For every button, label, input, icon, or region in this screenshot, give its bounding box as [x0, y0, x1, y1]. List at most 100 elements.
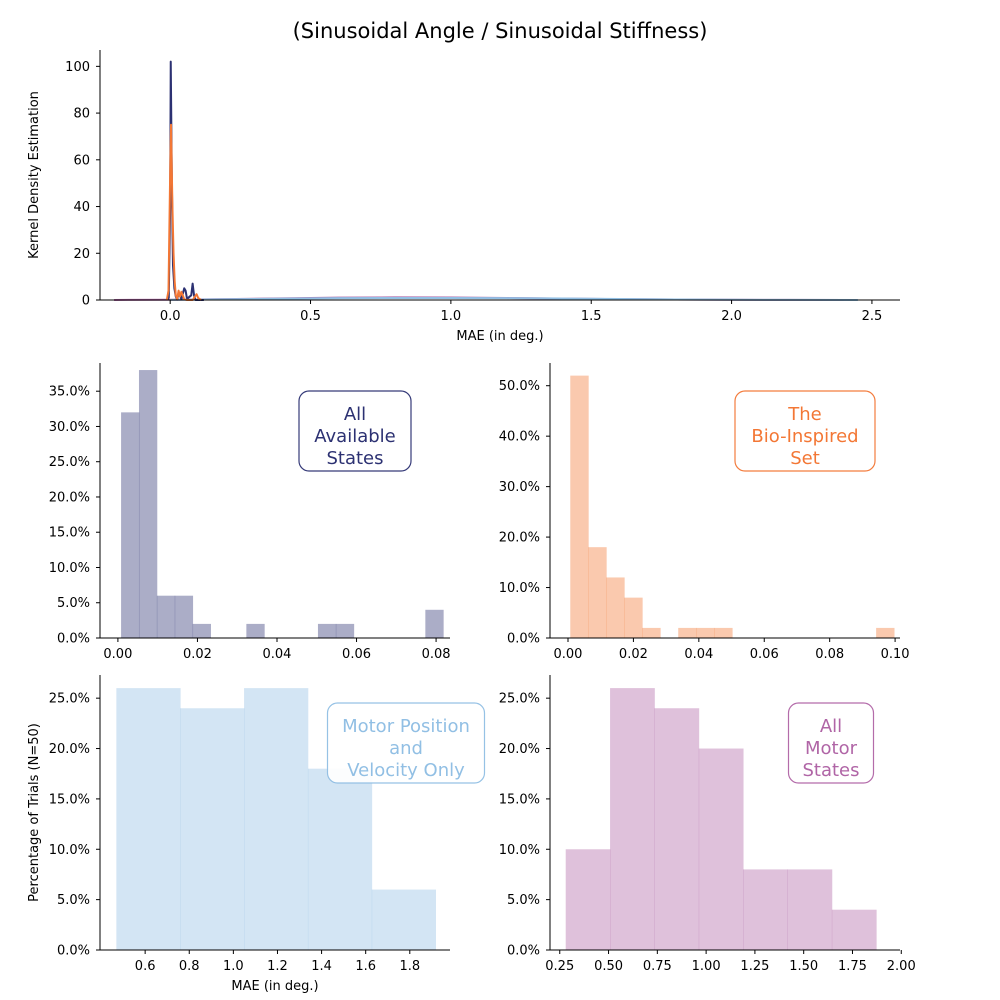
hist-y-tick-label: 40.0% — [499, 430, 540, 445]
hist-y-tick-label: 15.0% — [49, 526, 90, 541]
hist-x-tick-label: 0.06 — [342, 647, 371, 662]
hist-x-tick-label: 0.25 — [545, 959, 574, 974]
hist-y-tick-label: 0.0% — [507, 944, 540, 959]
hist-x-tick-label: 0.08 — [422, 647, 451, 662]
hist-y-tick-label: 5.0% — [507, 893, 540, 908]
hist-y-tick-label: 10.0% — [499, 843, 540, 858]
hist-bar — [654, 708, 700, 950]
hist-x-tick-label: 0.00 — [554, 647, 583, 662]
hist-y-tick-label: 0.0% — [57, 944, 90, 959]
hist-bar — [787, 869, 833, 950]
hist-x-tick-label: 1.50 — [789, 959, 818, 974]
legend-label-line: States — [802, 760, 859, 781]
hist-bar — [180, 708, 245, 950]
panel-hist_all_motor: 0.25 0.50 0.75 1.00 1.25 1.50 1.75 2.00 0.0% 5.0%… — [499, 675, 916, 974]
hist-bar — [138, 370, 158, 638]
hist-x-label: MAE (in deg.) — [231, 979, 318, 994]
legend-label-line: Velocity Only — [347, 760, 465, 781]
hist-bar — [876, 627, 895, 638]
hist-y-tick-label: 5.0% — [57, 596, 90, 611]
hist-bar — [743, 869, 788, 950]
hist-x-tick-label: 0.04 — [263, 647, 292, 662]
hist-x-tick-label: 1.0 — [223, 959, 244, 974]
hist-x-tick-label: 0.10 — [881, 647, 910, 662]
hist-bar — [244, 688, 309, 950]
hist-x-tick-label: 0.04 — [684, 647, 713, 662]
hist-y-tick-label: 10.0% — [499, 581, 540, 596]
legend-box — [734, 390, 876, 472]
hist-y-tick-label: 10.0% — [49, 561, 90, 576]
panel-hist_bio_inspired: 0.00 0.02 0.04 0.06 0.08 0.10 0.0% 10.0% 20.0% 30… — [499, 363, 910, 662]
hist-bar — [696, 627, 715, 638]
hist-y-tick-label: 25.0% — [49, 455, 90, 470]
panel-kde: 0.0 0.5 1.0 1.5 2.0 2.5 0 20 40 60 80 100 MAE (in de… — [27, 50, 900, 344]
hist-y-tick-label: 0.0% — [57, 632, 90, 647]
hist-y-tick-label: 25.0% — [49, 692, 90, 707]
kde-y-tick-label: 80 — [73, 107, 90, 122]
hist-bar — [588, 547, 607, 638]
hist-x-tick-label: 0.02 — [183, 647, 212, 662]
hist-y-tick-label: 15.0% — [499, 792, 540, 807]
kde-x-tick-label: 0.5 — [300, 309, 321, 324]
kde-y-tick-label: 0 — [82, 294, 90, 309]
hist-x-tick-label: 1.4 — [311, 959, 332, 974]
hist-bar — [307, 768, 373, 950]
hist-bar — [317, 623, 337, 638]
hist-bar — [698, 748, 744, 950]
hist-y-tick-label: 20.0% — [499, 742, 540, 757]
kde-x-tick-label: 1.0 — [441, 309, 462, 324]
hist-x-tick-label: 1.8 — [399, 959, 420, 974]
hist-x-tick-label: 1.75 — [838, 959, 867, 974]
legend-label-line: Motor — [805, 738, 858, 759]
hist-y-tick-label: 0.0% — [507, 632, 540, 647]
hist-bar — [606, 577, 625, 638]
hist-x-tick-label: 0.08 — [815, 647, 844, 662]
legend-label-line: The — [787, 404, 821, 425]
hist-bar — [678, 627, 697, 638]
hist-bar — [174, 595, 194, 638]
legend-label-line: All — [344, 404, 366, 425]
hist-bar — [156, 595, 176, 638]
figure-title: (Sinusoidal Angle / Sinusoidal Stiffness… — [293, 19, 708, 43]
hist-y-tick-label: 25.0% — [499, 692, 540, 707]
kde-x-label: MAE (in deg.) — [456, 329, 543, 344]
hist-x-tick-label: 0.8 — [179, 959, 200, 974]
legend-label-line: Available — [314, 426, 395, 447]
legend-box — [298, 390, 412, 472]
hist-y-tick-label: 35.0% — [49, 385, 90, 400]
panel-hist_motor_pos_vel: 0.6 0.8 1.0 1.2 1.4 1.6 1.8 0.0% 5.0% 10.0% 15.0% 2… — [27, 675, 486, 994]
hist-y-tick-label: 5.0% — [57, 893, 90, 908]
kde-x-tick-label: 1.5 — [581, 309, 602, 324]
legend-label-line: All — [820, 716, 842, 737]
hist-bar — [565, 849, 611, 950]
hist-bar — [246, 623, 265, 638]
hist-x-tick-label: 0.06 — [750, 647, 779, 662]
kde-y-tick-label: 40 — [73, 200, 90, 215]
panel-hist_all_states: 0.00 0.02 0.04 0.06 0.08 0.0% 5.0% 10.0% 15.0% 20… — [49, 363, 451, 662]
hist-x-tick-label: 0.02 — [619, 647, 648, 662]
hist-bar — [624, 597, 643, 638]
hist-x-tick-label: 0.75 — [643, 959, 672, 974]
hist-bar — [425, 609, 444, 638]
hist-x-tick-label: 0.50 — [594, 959, 623, 974]
hist-bar — [121, 412, 140, 638]
kde-y-tick-label: 60 — [73, 153, 90, 168]
kde-y-tick-label: 100 — [65, 60, 90, 75]
kde-x-tick-label: 0.0 — [160, 309, 181, 324]
hist-bar — [642, 627, 661, 638]
hist-x-tick-label: 0.00 — [103, 647, 132, 662]
legend-label-line: Motor Position — [342, 716, 470, 737]
hist-x-tick-label: 2.00 — [887, 959, 916, 974]
hist-y-tick-label: 10.0% — [49, 843, 90, 858]
hist-x-tick-label: 0.6 — [135, 959, 156, 974]
hist-bar — [335, 623, 355, 638]
hist-y-tick-label: 20.0% — [499, 531, 540, 546]
hist-bar — [610, 688, 655, 950]
hist-bar — [116, 688, 181, 950]
hist-y-tick-label: 20.0% — [49, 742, 90, 757]
hist-bar — [570, 375, 589, 638]
hist-x-tick-label: 1.25 — [740, 959, 769, 974]
legend-box — [787, 702, 875, 784]
